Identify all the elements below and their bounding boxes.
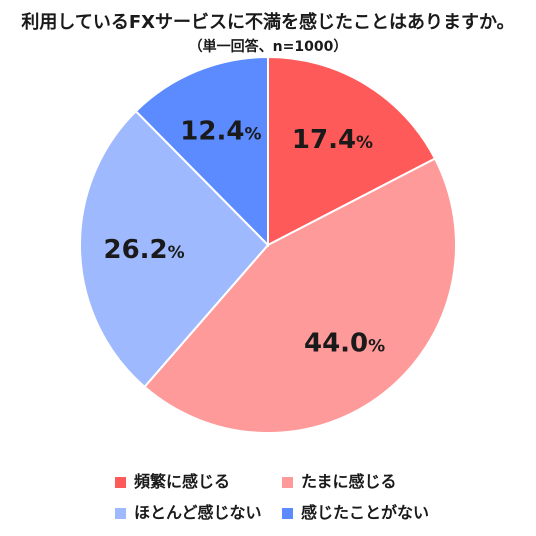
pie-labels: 17.4% 44.0% 26.2% 12.4% [103,116,385,358]
chart-subtitle: （単一回答、n=1000） [188,39,348,55]
pie-slice-rarely [79,109,270,389]
pie-slice-frequent [267,55,437,247]
pie-label-frequent: 17.4% [292,125,373,155]
pie-label-sometimes: 44.0% [304,329,385,359]
pie-slices [79,55,458,435]
pie-label-never: 12.4% [180,116,261,146]
pie-slice-never [134,55,269,248]
pie-label-rarely: 26.2% [103,235,184,265]
pie-slice-sometimes [143,157,458,435]
chart-title: 利用しているFXサービスに不満を感じたことはありますか。 [21,12,515,33]
